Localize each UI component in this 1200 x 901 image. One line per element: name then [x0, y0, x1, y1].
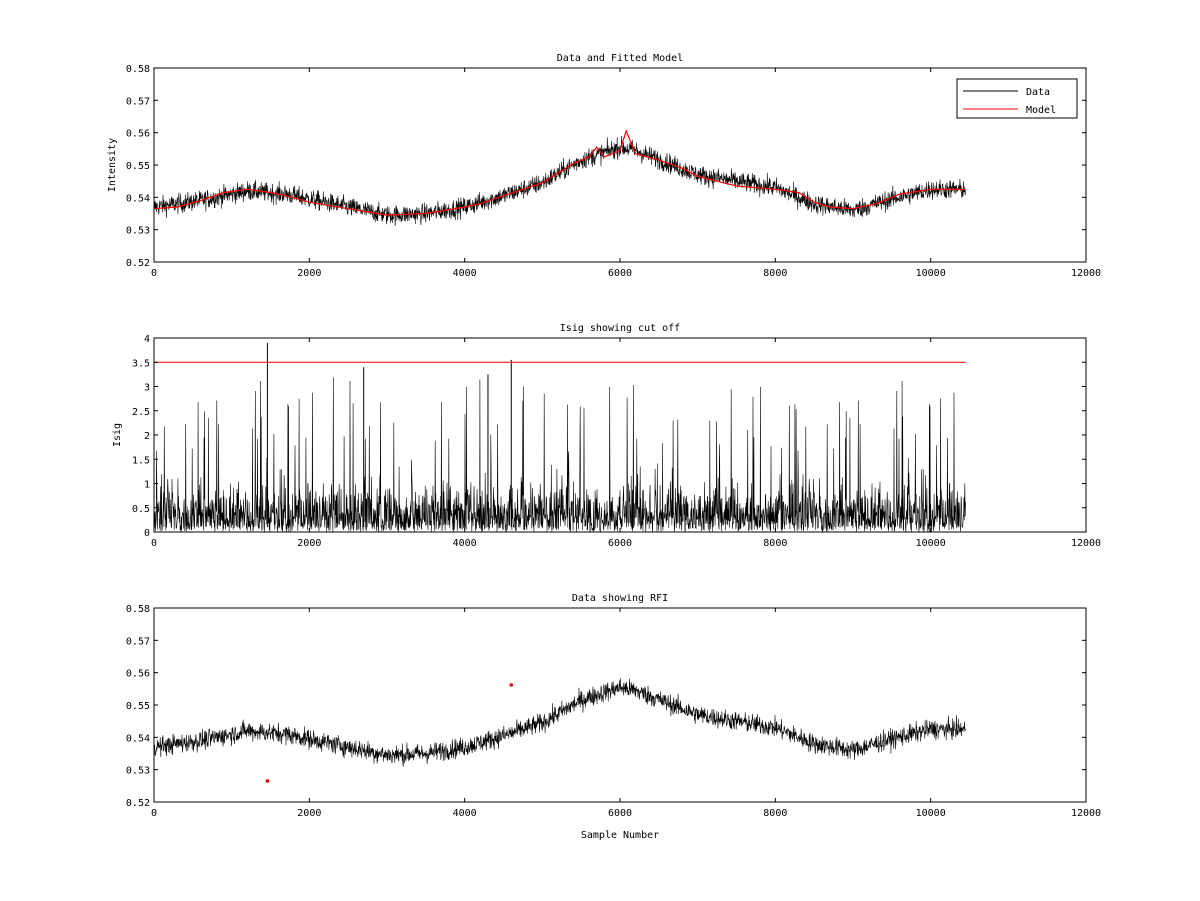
- x-tick-label-3-3: 6000: [608, 808, 632, 819]
- x-tick-label-1-0: 0: [151, 268, 157, 279]
- x-axis-label-3: Sample Number: [581, 830, 659, 841]
- chart-title-3: Data showing RFI: [572, 593, 668, 604]
- x-tick-label-2-6: 12000: [1071, 538, 1101, 549]
- x-tick-label-1-1: 2000: [297, 268, 321, 279]
- x-tick-label-2-2: 4000: [453, 538, 477, 549]
- y-tick-label-2-3: 1.5: [132, 455, 150, 466]
- y-tick-label-2-7: 3.5: [132, 358, 150, 369]
- x-tick-label-1-5: 10000: [916, 268, 946, 279]
- y-tick-label-1-2: 0.54: [126, 193, 150, 204]
- x-tick-label-3-2: 4000: [453, 808, 477, 819]
- y-tick-label-3-5: 0.57: [126, 636, 150, 647]
- series-layer-1: [153, 129, 966, 227]
- y-tick-label-2-4: 2: [144, 431, 150, 442]
- chart-isig-showing-cut-off: 0 2000 4000 6000 8000 10000 12000 0 0.5 1 1.5 2 2.5 3…: [112, 323, 1101, 549]
- x-tick-label-1-4: 8000: [763, 268, 787, 279]
- y-tick-label-1-5: 0.57: [126, 96, 150, 107]
- y-tick-label-2-0: 0: [144, 528, 150, 539]
- series-data-line-3: [153, 678, 966, 767]
- series-isig-line: [153, 377, 966, 533]
- x-tick-label-1-6: 12000: [1071, 268, 1101, 279]
- plot-area-1: [154, 68, 1086, 262]
- x-tick-label-1-3: 6000: [608, 268, 632, 279]
- y-tick-label-3-1: 0.53: [126, 766, 150, 777]
- rfi-marker-2: [509, 683, 514, 687]
- x-tick-label-1-2: 4000: [453, 268, 477, 279]
- x-tick-label-2-1: 2000: [297, 538, 321, 549]
- chart-title-2: Isig showing cut off: [560, 323, 680, 334]
- x-tick-label-2-3: 6000: [608, 538, 632, 549]
- y-tick-label-3-3: 0.55: [126, 701, 150, 712]
- x-tick-label-3-0: 0: [151, 808, 157, 819]
- y-tick-label-3-2: 0.54: [126, 733, 150, 744]
- y-tick-label-1-3: 0.55: [126, 161, 150, 172]
- y-tick-label-1-6: 0.58: [126, 64, 150, 75]
- tick-layer-2: 0 2000 4000 6000 8000 10000 12000 0 0.5 1 1.5 2 2.5 3…: [132, 334, 1101, 549]
- x-tick-label-3-5: 10000: [916, 808, 946, 819]
- chart-data-showing-rfi: 0 2000 4000 6000 8000 10000 12000 0.52 0.53 0.54 0…: [126, 593, 1101, 841]
- x-tick-label-2-4: 8000: [763, 538, 787, 549]
- y-tick-label-2-5: 2.5: [132, 407, 150, 418]
- tick-layer-3: 0 2000 4000 6000 8000 10000 12000 0.52 0.53 0.54 0…: [126, 604, 1101, 819]
- y-tick-label-2-2: 1: [144, 480, 150, 491]
- y-tick-label-2-8: 4: [144, 334, 150, 345]
- legend-label-model: Model: [1026, 105, 1056, 116]
- chart-title-1: Data and Fitted Model: [557, 53, 683, 64]
- y-tick-label-2-6: 3: [144, 383, 150, 394]
- series-model-line: [153, 129, 966, 216]
- y-tick-label-1-1: 0.53: [126, 226, 150, 237]
- y-tick-label-3-0: 0.52: [126, 798, 150, 809]
- legend-box: [956, 78, 1078, 119]
- y-tick-label-1-4: 0.56: [126, 129, 150, 140]
- x-tick-label-3-6: 12000: [1071, 808, 1101, 819]
- y-tick-label-3-4: 0.56: [126, 669, 150, 680]
- legend: Data Model: [956, 78, 1078, 119]
- x-tick-label-2-0: 0: [151, 538, 157, 549]
- chart-data-and-fitted-model: 0 2000 4000 6000 8000 10000 12000 0.52 0.53 0.54 0…: [107, 53, 1101, 279]
- plot-area-3: [154, 608, 1086, 802]
- y-axis-label-1: Intensity: [107, 138, 118, 192]
- legend-label-data: Data: [1026, 87, 1050, 98]
- x-tick-label-3-4: 8000: [763, 808, 787, 819]
- y-tick-label-3-6: 0.58: [126, 604, 150, 615]
- tick-layer-1: 0 2000 4000 6000 8000 10000 12000 0.52 0.53 0.54 0…: [126, 64, 1101, 279]
- series-layer-2: [153, 342, 966, 533]
- y-axis-label-2: Isig: [112, 423, 123, 447]
- series-layer-3: [153, 678, 966, 783]
- y-tick-label-2-1: 0.5: [132, 504, 150, 515]
- rfi-marker-1: [265, 779, 270, 783]
- y-tick-label-1-0: 0.52: [126, 258, 150, 269]
- x-tick-label-3-1: 2000: [297, 808, 321, 819]
- x-tick-label-2-5: 10000: [916, 538, 946, 549]
